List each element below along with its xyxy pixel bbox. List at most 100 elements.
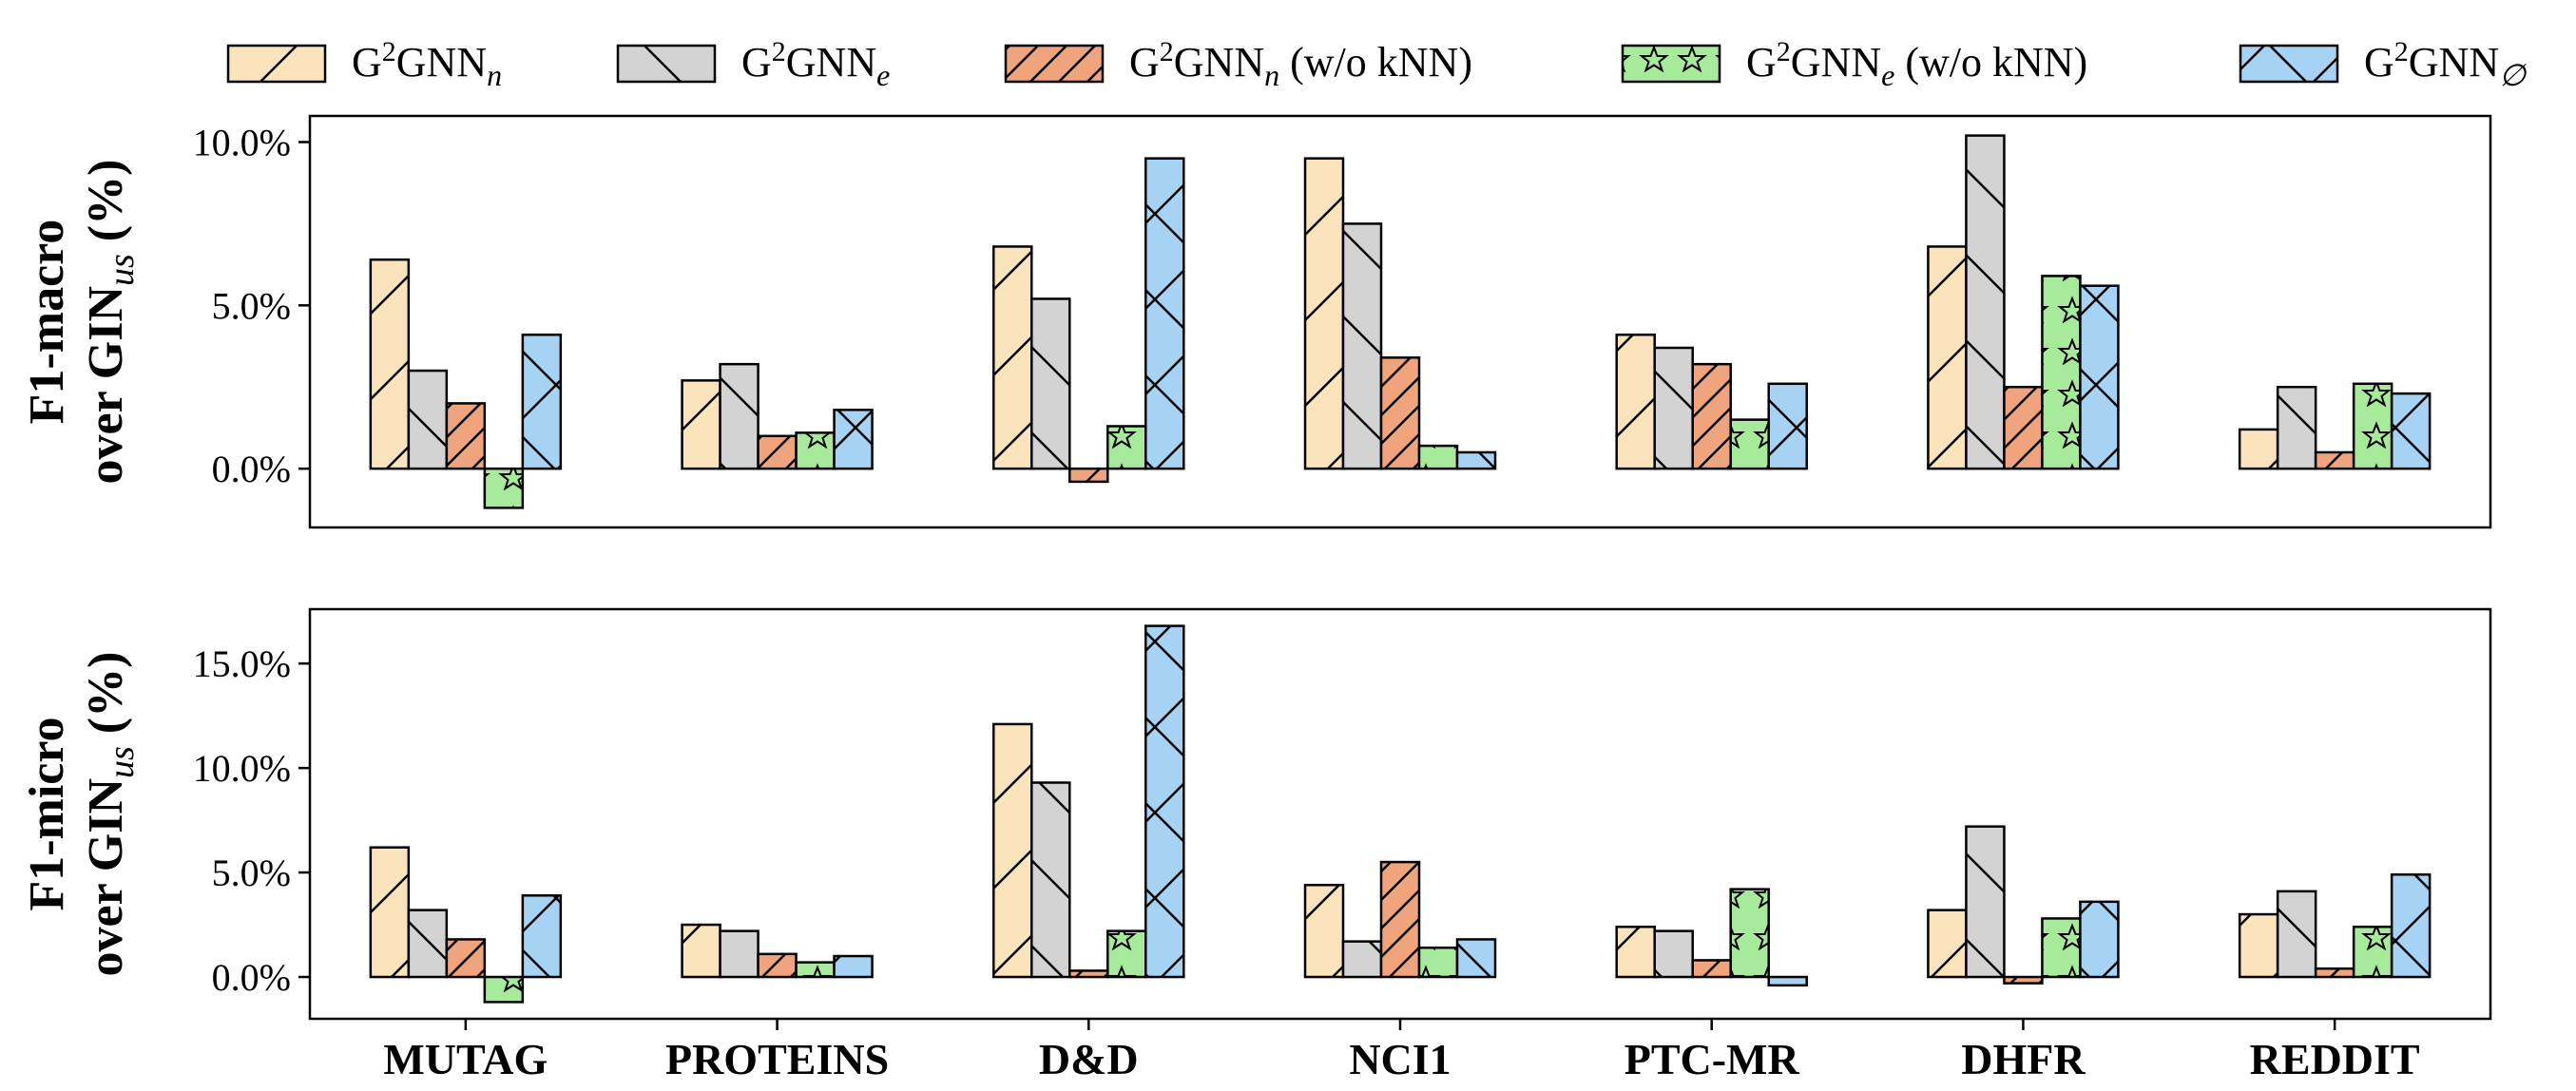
bar-hatch-panel1-4-1 bbox=[1653, 346, 1694, 470]
bar-hatch-panel1-0-1 bbox=[407, 369, 449, 470]
bar-hatch-panel1-2-3 bbox=[1106, 425, 1147, 470]
bar-hatch-panel1-4-4 bbox=[1767, 382, 1808, 470]
bar-hatch-panel1-0-3 bbox=[483, 467, 525, 509]
bar-hatch-panel2-3-0 bbox=[1303, 884, 1345, 979]
bar-hatch-panel2-3-2 bbox=[1379, 860, 1421, 979]
bar-hatch-panel2-2-2 bbox=[1068, 969, 1109, 979]
bar-hatch-panel1-0-0 bbox=[369, 258, 411, 470]
category-labels: MUTAG PROTEINS D&D NCI1 PTC-MR DHFR REDDIT bbox=[383, 1019, 2420, 1083]
bar-hatch-panel1-1-4 bbox=[833, 409, 874, 470]
bar-hatch-panel2-2-4 bbox=[1144, 624, 1185, 979]
bar-hatch-panel2-1-0 bbox=[681, 923, 721, 979]
legend-label: G2GNNn (w/o kNN) bbox=[1129, 36, 1472, 92]
bar-hatch-panel1-6-2 bbox=[2314, 450, 2355, 470]
bar-hatch-panel1-5-0 bbox=[1927, 245, 1968, 470]
panel-1: 0.0% 5.0% 10.0% F1-macro over GINus (%) bbox=[20, 114, 2492, 529]
y-tick-label: 10.0% bbox=[193, 121, 291, 163]
bar-hatch-panel1-3-0 bbox=[1303, 157, 1345, 470]
legend-swatch-hatch bbox=[616, 44, 717, 84]
bar-hatch-panel2-1-4 bbox=[833, 954, 874, 979]
bar-hatch-panel2-5-0 bbox=[1927, 909, 1968, 979]
bar-hatch-panel1-1-1 bbox=[719, 362, 759, 470]
legend-item-1: G2GNNe bbox=[616, 36, 890, 92]
panels: 0.0%5.0%10.0%F1-macro over GINus (%)0.0%5… bbox=[20, 114, 2492, 1021]
bar-hatch-panel2-2-3 bbox=[1106, 929, 1147, 979]
bar-hatch-panel1-0-2 bbox=[445, 402, 487, 470]
bar-hatch-panel1-5-2 bbox=[2003, 385, 2044, 470]
legend-swatch-hatch bbox=[2239, 44, 2339, 84]
y-tick-label: 5.0% bbox=[212, 852, 291, 894]
bar-hatch-panel2-3-3 bbox=[1417, 946, 1459, 979]
category-label-2: D&D bbox=[1039, 1035, 1139, 1083]
bar-hatch-panel2-3-4 bbox=[1455, 938, 1497, 979]
legend-swatch-hatch bbox=[1621, 44, 1721, 84]
legend-swatch-hatch bbox=[1004, 44, 1105, 84]
bar-hatch-panel2-6-1 bbox=[2276, 890, 2317, 979]
bar-hatch-panel1-6-3 bbox=[2352, 382, 2393, 470]
bar-hatch-panel2-0-3 bbox=[483, 975, 525, 1004]
legend-label: G2GNNe bbox=[741, 36, 890, 92]
bar-hatch-panel2-5-4 bbox=[2079, 900, 2120, 979]
bar-hatch-panel1-0-4 bbox=[521, 333, 563, 470]
y-axis-label-line2: over GINus (%) bbox=[79, 160, 142, 485]
bar-hatch-panel1-2-4 bbox=[1144, 157, 1185, 470]
bar-hatch-panel1-6-4 bbox=[2390, 392, 2432, 470]
category-label-4: PTC-MR bbox=[1624, 1035, 1800, 1083]
bar-hatch-panel2-2-1 bbox=[1030, 781, 1071, 979]
bar-hatch-panel2-2-0 bbox=[992, 722, 1033, 979]
bar-hatch-panel2-5-1 bbox=[1965, 825, 2006, 979]
bar-hatch-panel2-1-1 bbox=[719, 929, 759, 979]
y-tick-label: 10.0% bbox=[193, 747, 291, 790]
legend: G2GNNn G2GNNe G2GNNn (w/o kNN) G2GNNe (w/o … bbox=[226, 36, 2528, 92]
legend-item-2: G2GNNn (w/o kNN) bbox=[1004, 36, 1472, 92]
y-axis-label-line1: F1-macro bbox=[20, 220, 74, 425]
bar-hatch-panel1-4-3 bbox=[1729, 418, 1770, 470]
bar-hatch-panel1-2-2 bbox=[1068, 467, 1109, 484]
bar-hatch-panel1-4-2 bbox=[1691, 362, 1732, 470]
y-axis-label-line1: F1-micro bbox=[20, 717, 74, 910]
y-tick-label: 0.0% bbox=[212, 956, 291, 999]
bar-hatch-panel2-6-3 bbox=[2352, 925, 2393, 979]
bar-hatch-panel1-1-3 bbox=[795, 431, 836, 470]
bar-hatch-panel1-5-3 bbox=[2041, 275, 2082, 470]
bar-hatch-panel2-6-2 bbox=[2314, 967, 2355, 979]
legend-item-4: G2GNN∅ bbox=[2239, 36, 2528, 92]
bar-hatch-panel2-4-4 bbox=[1767, 975, 1808, 987]
bar-hatch-panel2-1-2 bbox=[757, 952, 798, 979]
y-axis-label-line2: over GINus (%) bbox=[79, 652, 142, 977]
bar-hatch-panel2-0-0 bbox=[369, 846, 411, 979]
bar-hatch-panel1-2-0 bbox=[992, 245, 1033, 470]
bar-hatch-panel1-3-4 bbox=[1455, 450, 1497, 470]
category-label-6: REDDIT bbox=[2250, 1035, 2420, 1083]
bar-hatch-panel1-3-3 bbox=[1417, 444, 1459, 470]
bar-hatch-panel2-1-3 bbox=[795, 961, 836, 979]
bar-hatch-panel2-0-2 bbox=[445, 938, 487, 979]
bar-hatch-panel1-6-0 bbox=[2238, 428, 2279, 470]
bar-hatch-panel2-5-2 bbox=[2003, 975, 2044, 985]
bar-hatch-panel1-3-2 bbox=[1379, 356, 1421, 470]
bar-hatch-panel1-5-4 bbox=[2079, 284, 2120, 470]
bar-hatch-panel2-4-0 bbox=[1615, 925, 1656, 979]
legend-item-3: G2GNNe (w/o kNN) bbox=[1621, 36, 2087, 92]
bar-hatch-panel2-0-4 bbox=[521, 894, 563, 979]
legend-swatch-hatch bbox=[226, 44, 327, 84]
legend-item-0: G2GNNn bbox=[226, 36, 502, 92]
bar-hatch-panel1-3-1 bbox=[1341, 222, 1383, 470]
legend-label: G2GNNn bbox=[352, 36, 502, 92]
y-tick-label: 5.0% bbox=[212, 284, 291, 327]
bar-hatch-panel2-6-0 bbox=[2238, 912, 2279, 979]
category-label-1: PROTEINS bbox=[665, 1035, 889, 1083]
panel-frame bbox=[308, 114, 2492, 529]
bar-hatch-panel2-5-3 bbox=[2041, 917, 2082, 979]
bar-hatch-panel2-0-1 bbox=[407, 909, 449, 979]
bar-hatch-panel2-4-1 bbox=[1653, 929, 1694, 979]
bar-hatch-panel2-4-2 bbox=[1691, 959, 1732, 979]
category-label-3: NCI1 bbox=[1349, 1035, 1451, 1083]
category-label-0: MUTAG bbox=[383, 1035, 548, 1083]
bar-hatch-panel1-1-0 bbox=[681, 379, 721, 470]
bar-hatch-panel1-5-1 bbox=[1965, 134, 2006, 470]
panel-2: 0.0% 5.0% 10.0% 15.0% F1-micro over GINus (%) bbox=[20, 607, 2492, 1021]
y-tick-label: 15.0% bbox=[193, 642, 291, 685]
bar-hatch-panel1-6-1 bbox=[2276, 385, 2317, 470]
